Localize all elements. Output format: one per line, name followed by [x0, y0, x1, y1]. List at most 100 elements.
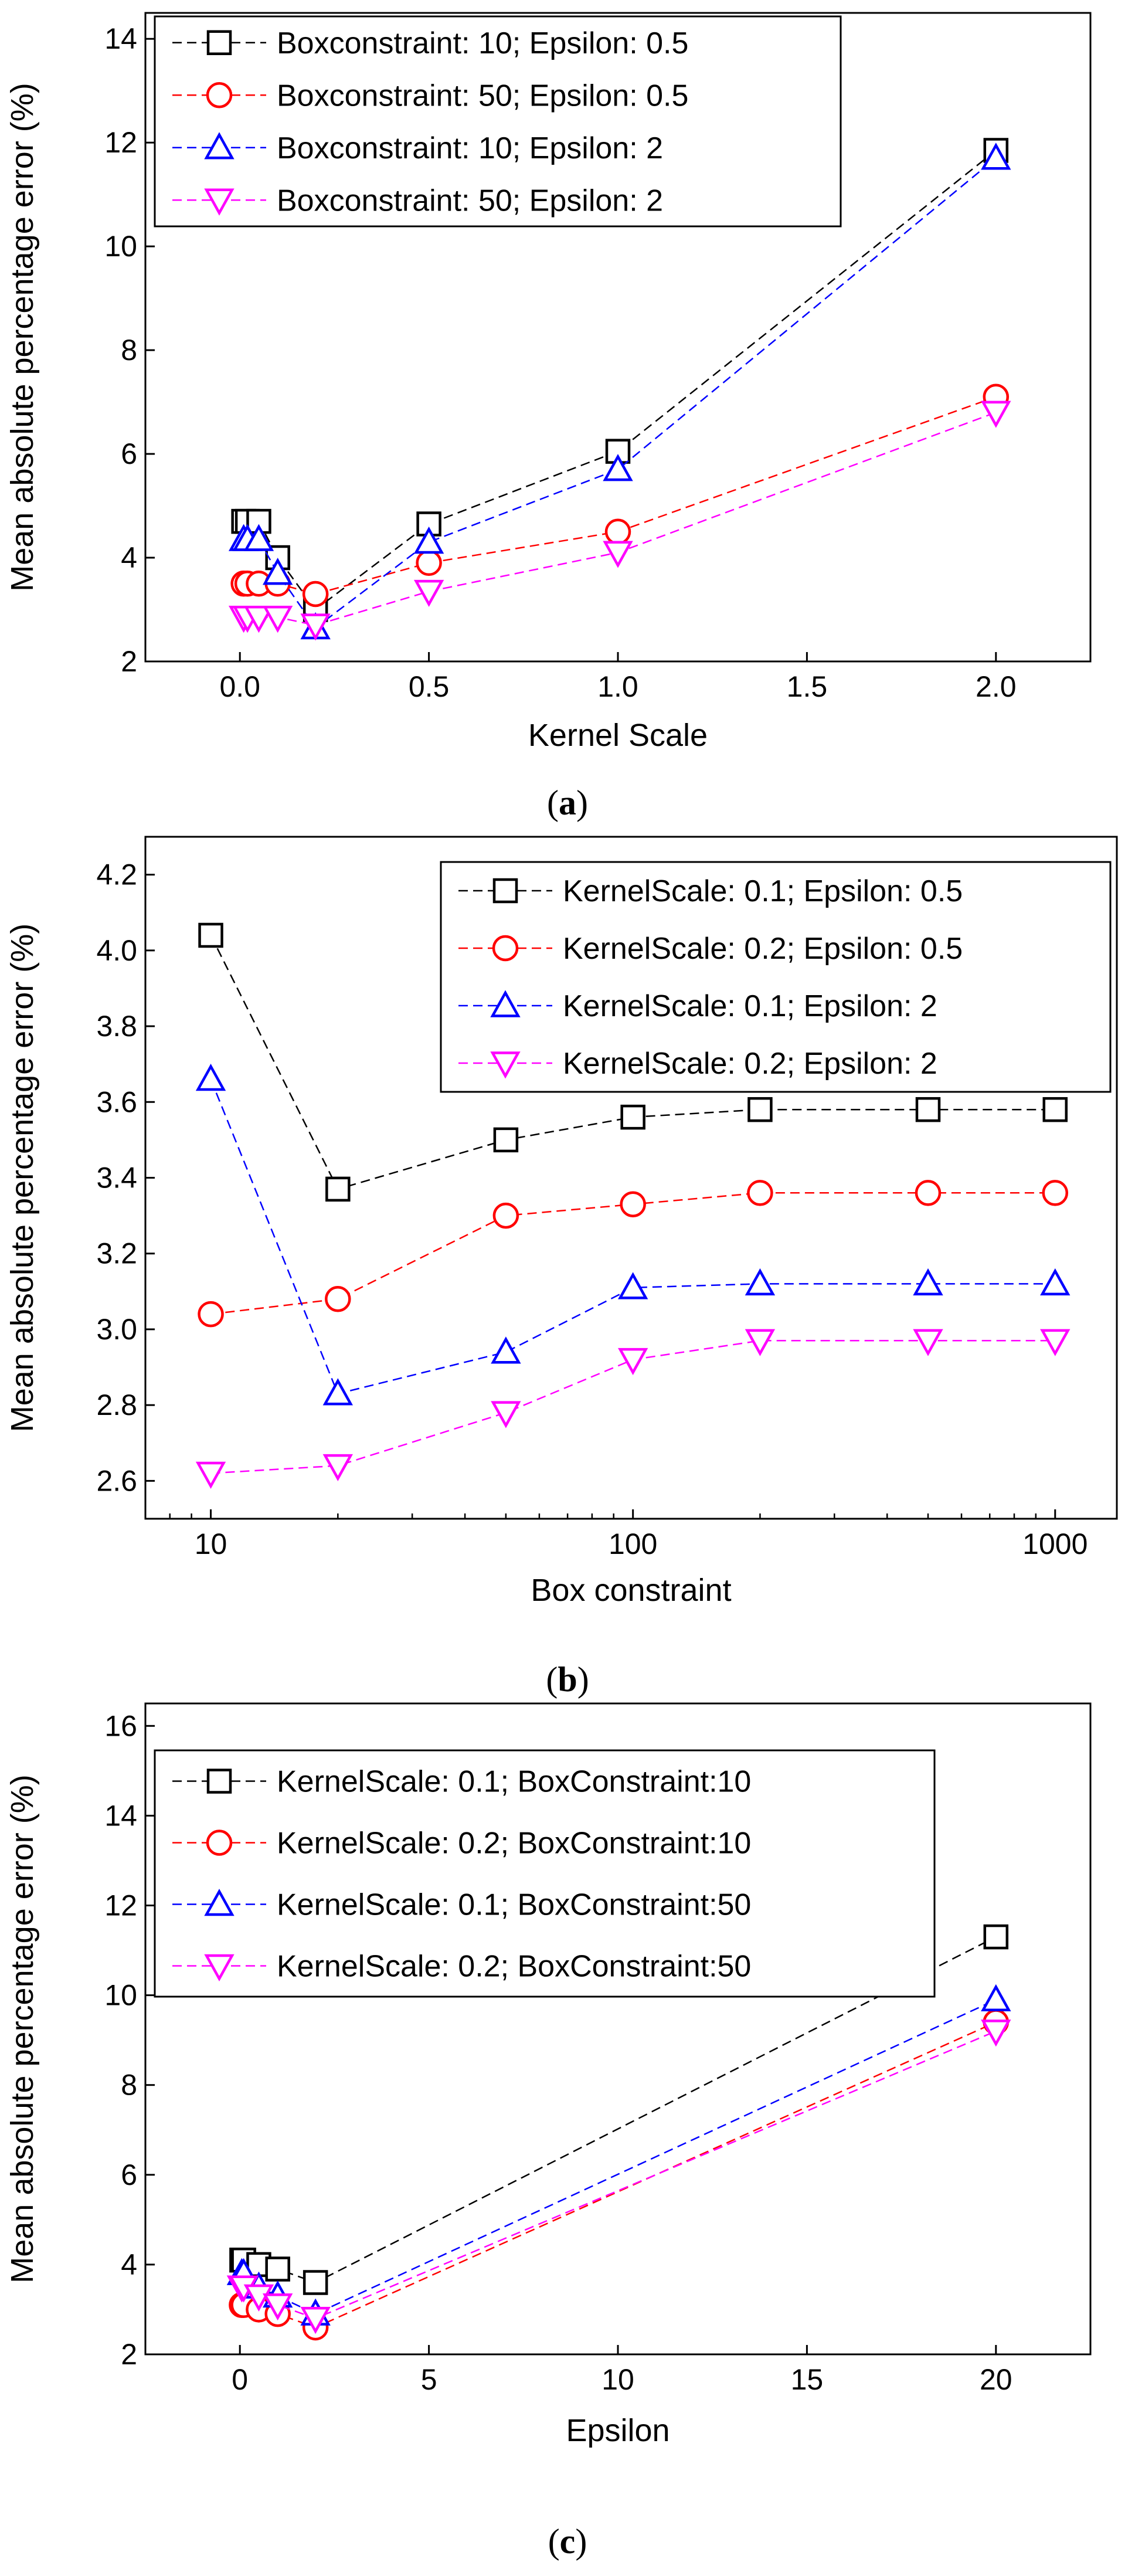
legend-box-c — [154, 1749, 936, 1998]
data-point-b-2 — [322, 1378, 353, 1406]
y-tick-label-b: 4.0 — [96, 934, 137, 967]
panel-b: 10 100 1000 2.6 2.8 3.0 3.2 3.4 3.6 3.8 4.0 4.2 Box … — [5, 836, 1118, 1608]
legend-marker-c-0 — [206, 1769, 232, 1794]
y-tick-label-b: 2.8 — [96, 1389, 137, 1421]
data-point-c-3 — [300, 2307, 331, 2334]
x-axis-title-a: Kernel Scale — [528, 718, 708, 753]
data-point-a-1 — [416, 549, 442, 576]
caption-b-letter: b — [558, 1660, 577, 1699]
y-tick-label-a: 10 — [104, 230, 137, 263]
y-tick-label-a: 2 — [121, 645, 137, 678]
y-axis-title-a: Mean absolute percentage error (%) — [5, 83, 40, 591]
data-point-b-1 — [1042, 1180, 1069, 1206]
y-tick-label-c: 2 — [121, 2338, 137, 2371]
data-point-b-2 — [195, 1064, 226, 1091]
data-point-b-3 — [195, 1461, 226, 1489]
caption-c-letter: c — [559, 2522, 576, 2561]
legend-marker-c-2 — [204, 1889, 235, 1916]
x-tick-label-b: 100 — [609, 1528, 657, 1560]
legend-label-c-2: KernelScale: 0.1; BoxConstraint:50 — [277, 1888, 751, 1922]
data-point-b-3 — [322, 1454, 353, 1482]
legend-box-b — [440, 861, 1112, 1093]
legend-marker-b-2 — [490, 990, 521, 1017]
data-point-b-0 — [493, 1127, 519, 1153]
y-tick-label-c: 6 — [121, 2158, 137, 2191]
y-tick-label-a: 14 — [104, 22, 137, 55]
y-tick-label-a: 12 — [104, 126, 137, 159]
y-tick-label-b: 3.0 — [96, 1313, 137, 1346]
x-tick-label-a: 0.5 — [409, 670, 450, 703]
legend-label-c-1: KernelScale: 0.2; BoxConstraint:10 — [277, 1827, 751, 1861]
x-tick-label-a: 1.0 — [597, 670, 638, 703]
legend-box-a — [154, 15, 842, 228]
data-point-b-3 — [617, 1348, 648, 1376]
data-point-c-0 — [265, 2256, 290, 2282]
data-point-b-3 — [1040, 1329, 1071, 1356]
data-point-b-0 — [747, 1097, 773, 1122]
y-tick-label-a: 8 — [121, 334, 137, 366]
caption-a-letter: a — [559, 783, 576, 822]
legend-label-a-2: Boxconstraint: 10; Epsilon: 2 — [277, 131, 663, 165]
legend-marker-b-1 — [492, 935, 519, 962]
data-point-a-2 — [603, 454, 633, 481]
x-tick-label-c: 20 — [980, 2363, 1012, 2396]
x-tick-label-c: 5 — [421, 2363, 437, 2396]
x-tick-label-c: 15 — [791, 2363, 824, 2396]
data-point-b-3 — [745, 1329, 776, 1356]
legend-marker-c-3 — [204, 1954, 235, 1981]
data-point-b-1 — [325, 1286, 351, 1312]
y-tick-label-b: 3.6 — [96, 1085, 137, 1118]
y-tick-label-c: 12 — [104, 1889, 137, 1922]
panel-a: 0.0 0.5 1.0 1.5 2.0 2 4 6 8 10 12 14 Kernel Scale Mea… — [5, 12, 1092, 753]
y-tick-label-a: 4 — [121, 541, 137, 574]
legend-label-b-3: KernelScale: 0.2; Epsilon: 2 — [563, 1047, 937, 1081]
data-point-b-1 — [747, 1180, 773, 1206]
y-tick-label-c: 4 — [121, 2248, 137, 2281]
data-point-a-3 — [243, 606, 274, 633]
y-tick-label-c: 16 — [104, 1709, 137, 1742]
legend-label-c-0: KernelScale: 0.1; BoxConstraint:10 — [277, 1765, 751, 1799]
caption-b: (b) — [546, 1660, 589, 1699]
caption-a: (a) — [547, 783, 588, 822]
data-point-b-0 — [620, 1104, 645, 1130]
data-point-a-2 — [981, 142, 1011, 170]
y-tick-label-b: 4.2 — [96, 858, 137, 891]
legend-label-a-0: Boxconstraint: 10; Epsilon: 0.5 — [277, 26, 688, 60]
data-point-c-2 — [981, 1984, 1011, 2011]
data-point-a-3 — [603, 541, 633, 568]
x-tick-label-a: 2.0 — [976, 670, 1017, 703]
data-point-a-2 — [243, 524, 274, 551]
legend-marker-b-0 — [492, 878, 518, 904]
x-axis-title-b: Box constraint — [531, 1573, 731, 1608]
x-axis-title-c: Epsilon — [566, 2413, 670, 2448]
data-point-b-3 — [913, 1329, 943, 1356]
legend-label-a-1: Boxconstraint: 50; Epsilon: 0.5 — [277, 79, 688, 113]
data-point-b-0 — [1042, 1097, 1068, 1122]
y-axis-title-b: Mean absolute percentage error (%) — [5, 924, 40, 1432]
data-point-b-1 — [492, 1202, 519, 1229]
data-point-a-1 — [604, 518, 631, 545]
legend-marker-a-1 — [206, 82, 233, 108]
data-point-b-2 — [1040, 1268, 1071, 1296]
data-point-a-3 — [263, 606, 293, 633]
data-point-b-3 — [491, 1401, 521, 1428]
data-point-b-0 — [325, 1176, 351, 1202]
y-tick-label-c: 10 — [104, 1979, 137, 2012]
data-point-b-0 — [915, 1097, 941, 1122]
x-tick-label-a: 0.0 — [219, 670, 260, 703]
legend-label-b-1: KernelScale: 0.2; Epsilon: 0.5 — [563, 932, 963, 966]
series-line-c-2 — [242, 1999, 997, 2315]
x-tick-label-c: 10 — [602, 2363, 634, 2396]
data-point-b-0 — [198, 922, 223, 948]
caption-c: (c) — [548, 2522, 587, 2561]
data-point-a-1 — [302, 581, 329, 607]
data-point-b-2 — [745, 1268, 776, 1296]
data-point-b-2 — [491, 1336, 521, 1364]
y-tick-label-b: 3.4 — [96, 1162, 137, 1194]
legend-label-b-2: KernelScale: 0.1; Epsilon: 2 — [563, 989, 937, 1023]
data-point-c-3 — [263, 2293, 293, 2321]
data-point-b-2 — [617, 1272, 648, 1299]
data-point-b-2 — [913, 1268, 943, 1296]
y-tick-label-b: 3.8 — [96, 1010, 137, 1043]
x-tick-label-b: 1000 — [1022, 1528, 1088, 1560]
